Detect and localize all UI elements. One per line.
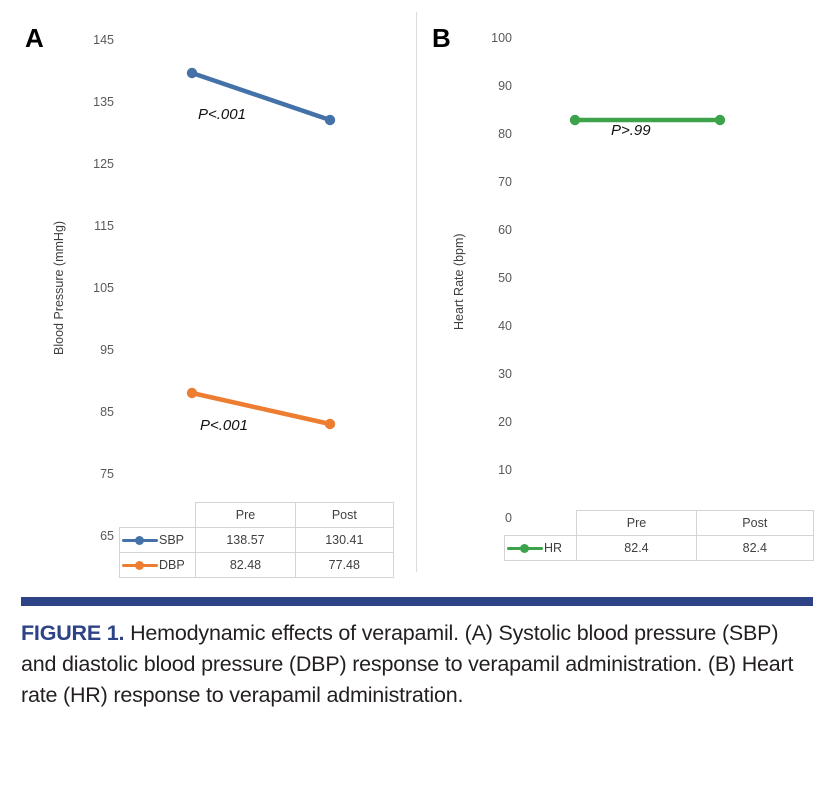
table-header-post: Post [695,510,815,536]
table-legend-dbp: DBP [118,552,197,578]
table-header-key-blank [505,511,577,536]
cell-dbp-pre: 82.48 [195,552,296,578]
figure-caption-label: FIGURE 1. [21,621,125,645]
panel-a-tick-105: 105 [93,281,114,295]
panel-a-tick-75: 75 [100,467,114,481]
panel-a-tick-65: 65 [100,529,114,543]
panel-b-tick-90: 90 [498,79,512,93]
table-header-key-blank [120,503,196,528]
panel-b-tick-40: 40 [498,319,512,333]
panel-b-data-table: Pre Post HR 82.4 82.4 [503,510,815,561]
panel-a-tick-95: 95 [100,343,114,357]
table-header-row: Pre Post [120,502,395,528]
cell-sbp-pre: 138.57 [195,527,296,553]
panel-b-tick-30: 30 [498,367,512,381]
series-hr [569,114,726,126]
cell-sbp-post: 130.41 [294,527,395,553]
table-header-post: Post [294,502,395,528]
panel-b-tick-50: 50 [498,271,512,285]
panel-a: A Blood Pressure (mmHg) 145 135 125 115 … [0,0,416,585]
legend-key-hr: HR [507,541,572,555]
legend-key-dbp: DBP [122,558,191,572]
panel-b: B Heart Rate (bpm) 100 90 80 70 60 50 40… [416,0,826,585]
legend-label-hr: HR [544,541,563,555]
panel-a-data-table: Pre Post SBP 138.57 130.41 DBP [118,502,395,578]
panel-a-pvalue-sbp: P<.001 [198,106,246,123]
panel-b-tick-100: 100 [491,31,512,45]
panel-a-tick-125: 125 [93,157,114,171]
panel-a-letter: A [25,23,44,53]
series-dbp-point-pre [186,387,198,399]
panel-b-tick-70: 70 [498,175,512,189]
series-dbp [186,387,336,430]
cell-dbp-post: 77.48 [294,552,395,578]
table-header-pre: Pre [195,502,296,528]
caption-divider-rule [21,597,813,606]
panel-b-pvalue-hr: P>.99 [611,122,651,139]
panel-a-tick-135: 135 [93,95,114,109]
table-row: HR 82.4 82.4 [503,535,815,561]
dbp-line-marker-icon [122,559,158,571]
panel-b-tick-80: 80 [498,127,512,141]
panel-a-tick-85: 85 [100,405,114,419]
panel-divider [416,12,417,572]
sbp-line-marker-icon [122,534,158,546]
legend-key-sbp: SBP [122,533,191,547]
panel-b-tick-60: 60 [498,223,512,237]
series-hr-point-pre [569,114,581,126]
panel-b-tick-20: 20 [498,415,512,429]
table-row: DBP 82.48 77.48 [118,552,395,578]
series-sbp-line [189,70,333,123]
table-row: SBP 138.57 130.41 [118,527,395,553]
hr-line-marker-icon [507,542,543,554]
panel-b-plot [416,0,826,585]
panel-a-tick-115: 115 [94,219,114,233]
series-dbp-line [189,390,333,427]
legend-label-sbp: SBP [159,533,185,547]
series-dbp-point-post [324,418,336,430]
figure-caption: FIGURE 1. Hemodynamic effects of verapam… [21,618,811,711]
table-legend-hr: HR [503,535,578,561]
panel-a-plot-svg [186,67,336,430]
series-sbp-point-post [324,114,336,126]
panel-b-plot-svg [569,114,726,126]
series-sbp-point-pre [186,67,198,79]
panel-b-letter: B [432,23,451,53]
panel-a-pvalue-dbp: P<.001 [200,417,248,434]
table-legend-sbp: SBP [118,527,197,553]
panel-a-plot [0,0,416,585]
table-header-row: Pre Post [505,510,815,536]
panel-a-tick-145: 145 [93,33,114,47]
series-sbp [186,67,336,126]
series-hr-point-post [714,114,726,126]
legend-label-dbp: DBP [159,558,185,572]
figure-area: A Blood Pressure (mmHg) 145 135 125 115 … [0,0,826,585]
table-header-pre: Pre [576,510,697,536]
cell-hr-post: 82.4 [695,535,815,561]
figure-caption-text: Hemodynamic effects of verapamil. (A) Sy… [21,621,794,707]
cell-hr-pre: 82.4 [576,535,697,561]
panel-b-tick-10: 10 [498,463,512,477]
panel-b-tick-0: 0 [505,511,512,525]
